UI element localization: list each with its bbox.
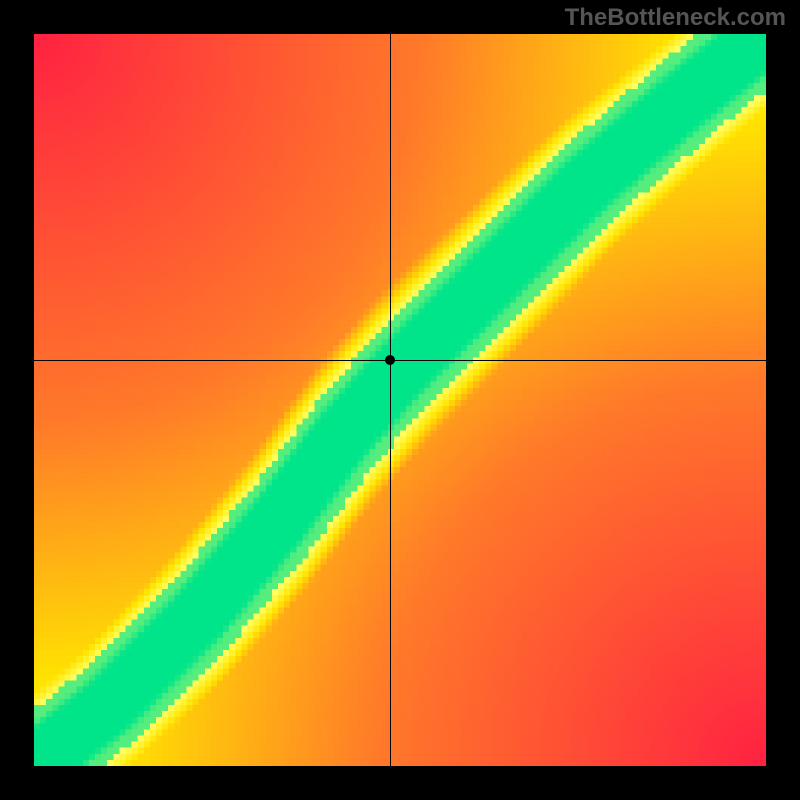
heatmap-plot-area (34, 34, 766, 766)
crosshair-marker-dot (385, 355, 395, 365)
chart-frame: TheBottleneck.com (0, 0, 800, 800)
crosshair-horizontal-line (34, 360, 766, 361)
watermark-text: TheBottleneck.com (565, 4, 786, 32)
bottleneck-heatmap-canvas (34, 34, 766, 766)
crosshair-vertical-line (390, 34, 391, 766)
